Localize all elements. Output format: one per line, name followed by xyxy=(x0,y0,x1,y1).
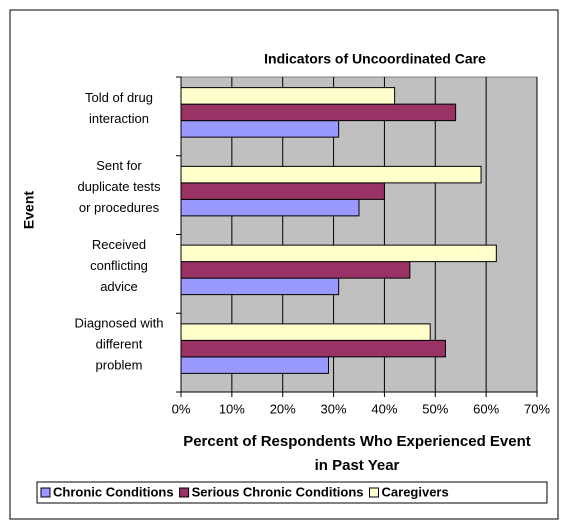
y-tick-label: Told of drug interaction xyxy=(85,90,153,126)
x-tick-label: 30% xyxy=(321,401,347,416)
bar xyxy=(180,339,446,358)
bar xyxy=(180,182,385,200)
x-tick-label: 10% xyxy=(219,401,245,416)
legend-swatch xyxy=(179,487,190,498)
bar xyxy=(180,356,329,374)
x-tick-label: 70% xyxy=(524,401,550,416)
legend-swatch xyxy=(369,487,380,498)
y-axis-title: Event xyxy=(21,191,37,229)
y-tick-label: Received conflicting advice xyxy=(90,237,148,294)
legend-label: Caregivers xyxy=(382,484,449,499)
bar xyxy=(180,277,340,296)
x-tick-label: 50% xyxy=(422,401,448,416)
bar xyxy=(180,244,497,263)
x-axis-title: Percent of Respondents Who Experienced E… xyxy=(183,433,531,450)
legend xyxy=(36,481,548,504)
bar xyxy=(180,323,431,341)
bar xyxy=(180,261,411,279)
legend-label: Serious Chronic Conditions xyxy=(192,484,364,499)
y-tick-label: Diagnosed with different problem xyxy=(75,316,164,373)
bar xyxy=(180,120,340,138)
legend-swatch xyxy=(40,487,51,498)
bar xyxy=(180,103,457,122)
bar xyxy=(180,87,396,105)
chart-title: Indicators of Uncoordinated Care xyxy=(264,51,486,67)
y-tick-label: Sent for duplicate tests or procedures xyxy=(77,159,161,216)
legend-label: Chronic Conditions xyxy=(53,484,174,499)
x-tick-label: 0% xyxy=(172,401,191,416)
bar xyxy=(180,198,360,217)
bar xyxy=(180,165,482,184)
x-tick-label: 40% xyxy=(371,401,397,416)
x-tick-label: 60% xyxy=(473,401,499,416)
x-axis-title: in Past Year xyxy=(315,457,400,474)
x-tick-label: 20% xyxy=(270,401,296,416)
